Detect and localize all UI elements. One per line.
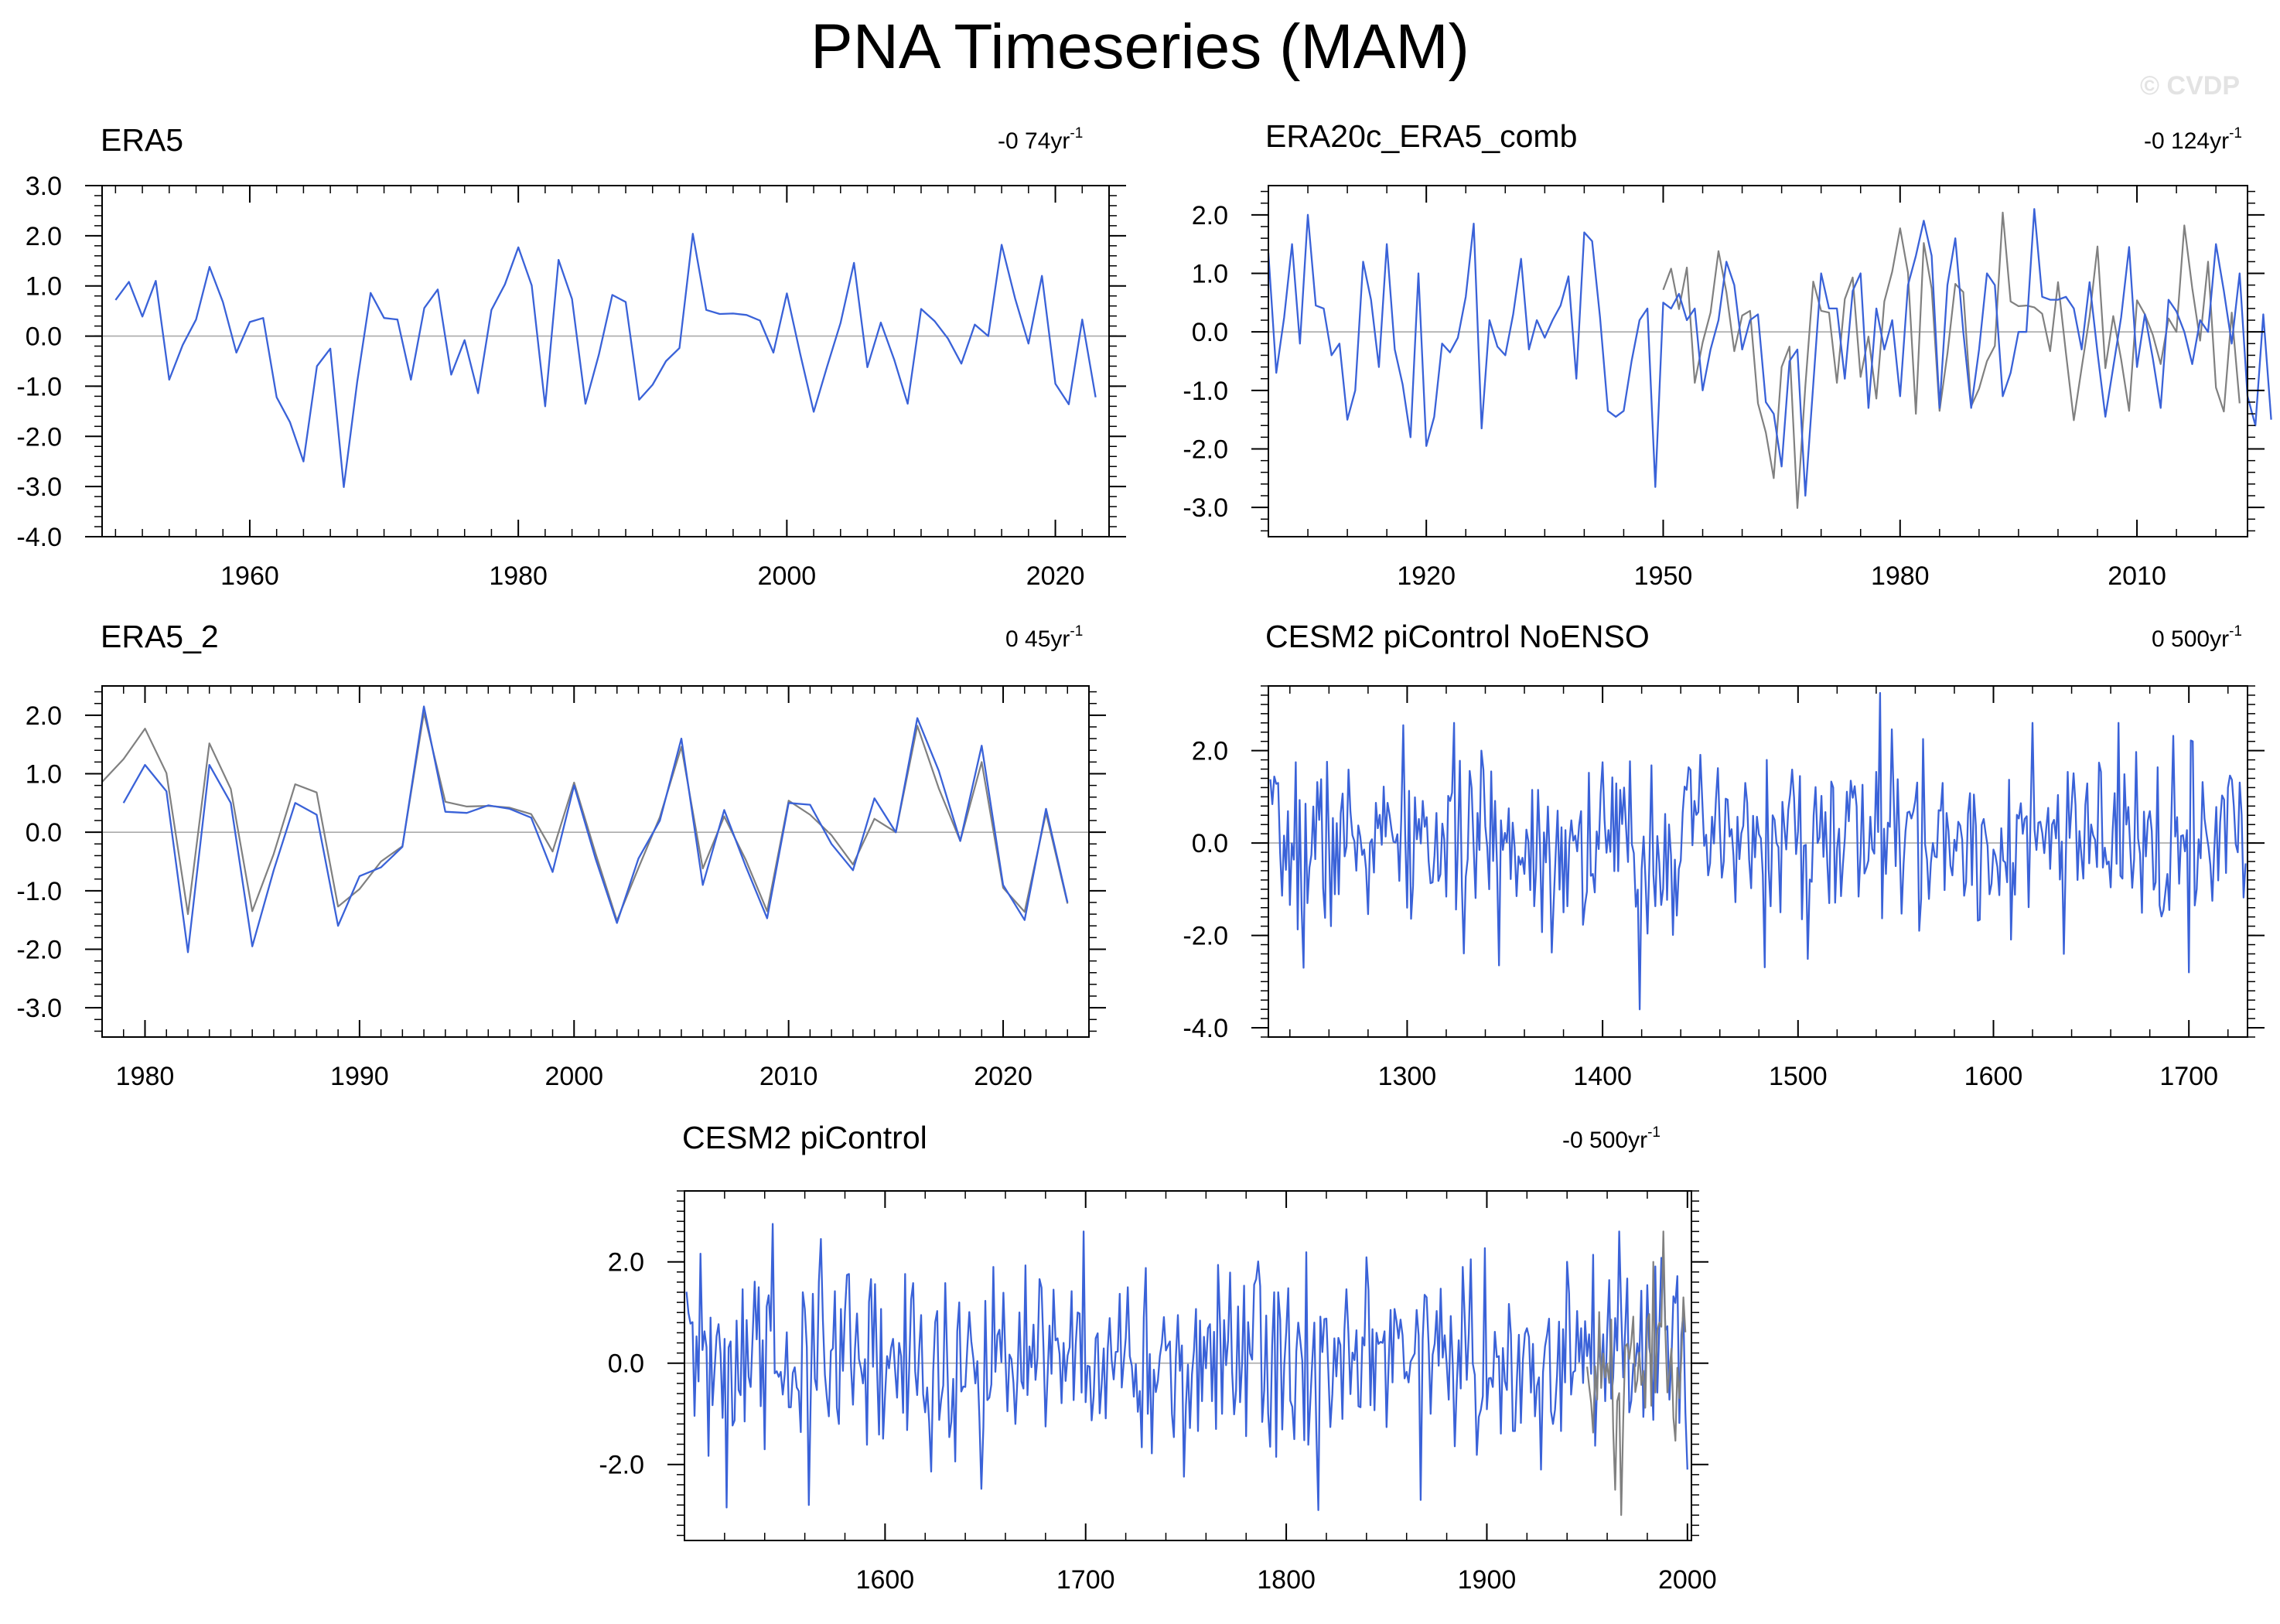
panel-title-cesm2: CESM2 piControl <box>682 1120 927 1155</box>
y-tick-label: 2.0 <box>608 1248 644 1278</box>
y-tick-label: -1.0 <box>16 372 62 401</box>
trend-label-cesm2-noenso: 0 500yr-1 <box>2152 623 2242 652</box>
x-tick-label: 2000 <box>1658 1565 1717 1595</box>
y-tick-label: -3.0 <box>16 473 62 502</box>
x-tick-label: 1400 <box>1573 1062 1632 1091</box>
panel-title-era5: ERA5 <box>101 122 184 158</box>
plot-frame <box>684 1190 1692 1541</box>
y-tick-label: 2.0 <box>26 222 62 251</box>
page-title: PNA Timeseries (MAM) <box>811 12 1469 82</box>
x-tick-label: 1980 <box>489 561 548 591</box>
trend-label-era5-2: 0 45yr-1 <box>1005 623 1084 652</box>
series-line-obs <box>1586 1230 1687 1517</box>
trend-label-era5: -0 74yr-1 <box>998 125 1084 154</box>
series-line-model <box>685 1223 1688 1511</box>
x-tick-label: 2010 <box>759 1062 818 1091</box>
y-tick-label: 0.0 <box>1192 829 1228 858</box>
y-tick-label: -2.0 <box>1183 922 1228 951</box>
y-tick-label: 2.0 <box>1192 201 1228 230</box>
x-tick-label: 2000 <box>758 561 817 591</box>
x-tick-label: 2010 <box>2108 561 2166 591</box>
y-tick-label: -1.0 <box>1183 377 1228 406</box>
x-tick-label: 1980 <box>116 1062 175 1091</box>
panel-title-cesm2-noenso: CESM2 piControl NoENSO <box>1265 619 1650 654</box>
y-tick-label: -4.0 <box>1183 1014 1228 1043</box>
plot-frame <box>1268 185 2248 537</box>
x-tick-label: 1960 <box>220 561 279 591</box>
watermark: © CVDP <box>2140 71 2240 101</box>
y-tick-label: 1.0 <box>1192 260 1228 289</box>
plot-frame <box>101 185 1110 537</box>
x-tick-label: 1920 <box>1397 561 1456 591</box>
y-tick-label: 1.0 <box>26 760 62 790</box>
x-tick-label: 1950 <box>1634 561 1693 591</box>
trend-label-cesm2: -0 500yr-1 <box>1562 1124 1661 1153</box>
x-tick-label: 1700 <box>1056 1565 1115 1595</box>
series-line-model <box>1267 208 2272 497</box>
x-tick-label: 1600 <box>856 1565 915 1595</box>
y-tick-label: 2.0 <box>1192 737 1228 766</box>
panel-title-era20c: ERA20c_ERA5_comb <box>1265 118 1578 154</box>
panel-title-era5-2: ERA5_2 <box>101 619 219 654</box>
x-tick-label: 1300 <box>1378 1062 1437 1091</box>
series-line-model <box>1269 691 2247 1011</box>
y-tick-label: -2.0 <box>16 422 62 452</box>
x-tick-label: 2020 <box>974 1062 1032 1091</box>
y-tick-label: 0.0 <box>26 322 62 352</box>
x-tick-label: 1500 <box>1769 1062 1828 1091</box>
y-tick-label: 1.0 <box>26 272 62 302</box>
x-tick-label: 1900 <box>1458 1565 1517 1595</box>
y-tick-label: -2.0 <box>16 936 62 965</box>
series-line-obs <box>1662 211 2241 510</box>
y-tick-label: 2.0 <box>26 701 62 731</box>
y-tick-label: -2.0 <box>1183 435 1228 465</box>
x-tick-label: 2020 <box>1026 561 1085 591</box>
x-tick-label: 1990 <box>330 1062 389 1091</box>
series-line-model <box>122 705 1069 954</box>
y-tick-label: 3.0 <box>26 172 62 201</box>
x-tick-label: 1700 <box>2159 1062 2218 1091</box>
x-tick-label: 1980 <box>1871 561 1930 591</box>
y-tick-label: -1.0 <box>16 877 62 906</box>
y-tick-label: 0.0 <box>26 818 62 848</box>
trend-label-era20c: -0 124yr-1 <box>2144 125 2242 154</box>
y-tick-label: -3.0 <box>1183 493 1228 523</box>
series-line-model <box>114 233 1097 488</box>
y-tick-label: -3.0 <box>16 994 62 1023</box>
x-tick-label: 2000 <box>544 1062 603 1091</box>
y-tick-label: 0.0 <box>1192 318 1228 347</box>
x-tick-label: 1600 <box>1964 1062 2023 1091</box>
y-tick-label: -2.0 <box>599 1451 644 1480</box>
x-tick-label: 1800 <box>1257 1565 1316 1595</box>
y-tick-label: 0.0 <box>608 1349 644 1379</box>
y-tick-label: -4.0 <box>16 523 62 552</box>
